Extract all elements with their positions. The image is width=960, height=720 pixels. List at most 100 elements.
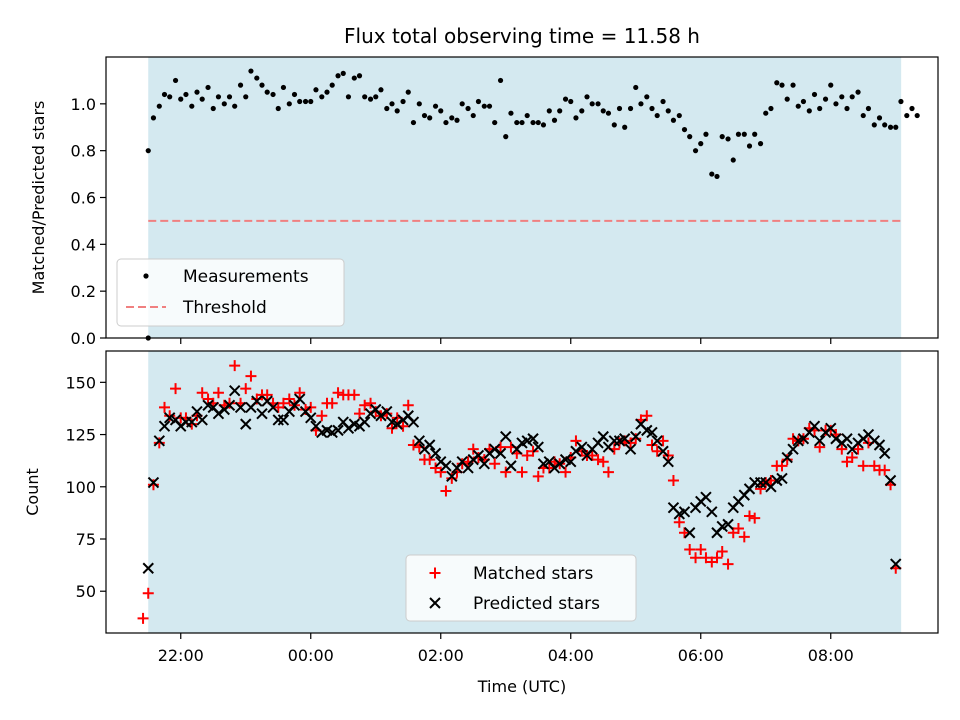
predicted-star-marker (646, 426, 658, 439)
x-tick-label: 04:00 (548, 646, 594, 665)
matched-star-marker (711, 552, 723, 564)
matched-star-marker (722, 558, 734, 570)
matched-star-marker (446, 472, 458, 484)
measurement-point (627, 105, 634, 112)
predicted-star-marker (722, 518, 734, 531)
measurement-point (335, 73, 341, 79)
measurement-point (454, 117, 460, 123)
measurement-point (248, 68, 254, 74)
matched-star-marker (651, 445, 663, 457)
measurement-point (649, 105, 655, 112)
matched-star-marker (700, 552, 712, 564)
matched-star-marker (402, 399, 414, 411)
measurement-point (660, 98, 666, 105)
x-tick-label: 08:00 (808, 646, 854, 665)
predicted-star-marker (683, 527, 696, 539)
predicted-star-marker (553, 458, 566, 470)
measurement-point (698, 141, 704, 147)
matched-star-marker (332, 387, 344, 399)
measurement-point (605, 110, 612, 116)
ratio-x-ticks (180, 338, 832, 344)
measurement-point (540, 122, 547, 128)
matched-star-marker (516, 466, 528, 478)
predicted-star-marker (678, 506, 691, 518)
predicted-star-marker (706, 506, 718, 518)
predicted-star-marker (305, 412, 317, 424)
predicted-star-marker (505, 460, 517, 472)
predicted-star-marker (657, 445, 669, 457)
x-tick-label: 02:00 (418, 646, 464, 665)
predicted-star-marker (700, 491, 712, 503)
measurement-point (763, 110, 769, 116)
measurement-point (914, 112, 920, 119)
measurement-point (481, 103, 487, 109)
predicted-star-marker (884, 474, 897, 487)
predicted-star-marker (754, 476, 767, 489)
predicted-star-marker (781, 451, 793, 464)
legend-predicted-label: Predicted stars (473, 594, 600, 614)
measurement-point (898, 98, 904, 105)
matched-star-marker (489, 458, 501, 470)
measurement-point (394, 108, 400, 114)
matched-star-marker (283, 393, 295, 405)
measurement-point (302, 98, 309, 105)
measurement-point (178, 96, 184, 102)
measurement-point (703, 131, 709, 137)
matched-star-marker (749, 512, 761, 524)
predicted-star-marker (256, 407, 268, 420)
predicted-star-marker (196, 414, 208, 426)
predicted-star-marker (532, 441, 544, 453)
measurement-point (595, 101, 601, 107)
matched-star-marker (137, 612, 149, 624)
count-y-axis-label: Count (23, 468, 42, 516)
count-panel: 50 75 100 125 150 22:00 00:00 02:00 04:00 06:00 0… (23, 350, 939, 696)
predicted-star-marker (597, 430, 609, 443)
measurement-point (486, 103, 493, 109)
matched-star-marker (570, 435, 582, 447)
measurement-point (806, 108, 812, 114)
measurement-point (784, 96, 790, 102)
measurement-point (324, 89, 330, 95)
measurement-point (254, 75, 260, 81)
measurement-point (714, 173, 720, 180)
legend-threshold-label: Threshold (182, 298, 267, 318)
measurement-point (427, 115, 433, 121)
y-tick-label: 0.0 (71, 329, 96, 348)
measurement-point (573, 115, 579, 121)
matched-star-marker (359, 399, 371, 411)
predicted-star-marker (494, 447, 507, 460)
y-tick-label: 0.2 (71, 282, 96, 301)
measurement-point (865, 105, 872, 112)
measurement-point (243, 94, 249, 100)
measurement-point (849, 94, 855, 100)
measurement-point (459, 101, 465, 107)
measurement-point (232, 103, 238, 109)
measurement-point (800, 98, 807, 105)
measurement-point (855, 89, 861, 95)
matched-star-marker (857, 460, 869, 472)
measurement-point (524, 112, 530, 119)
matched-star-marker (294, 387, 306, 399)
measurement-point (687, 134, 693, 140)
measurement-point (741, 131, 747, 137)
measurement-point (871, 122, 877, 128)
x-tick-label: 06:00 (678, 646, 724, 665)
legend-box (405, 554, 637, 622)
predicted-star-marker (267, 401, 279, 414)
legend-measurements-label: Measurements (183, 267, 309, 287)
matched-star-marker (159, 401, 170, 413)
predicted-star-marker (423, 439, 436, 451)
measurement-point (725, 136, 731, 142)
measurement-point (313, 87, 319, 93)
predicted-star-marker (570, 445, 582, 457)
matched-star-marker (277, 397, 289, 409)
measurement-point (421, 112, 428, 119)
legend-predicted-marker (429, 597, 441, 609)
y-tick-label: 125 (65, 426, 96, 445)
measurement-point (779, 82, 785, 88)
matched-star-marker (316, 410, 328, 422)
measurement-point (443, 119, 449, 126)
predicted-star-marker (375, 410, 387, 422)
matched-star-marker (532, 470, 544, 482)
